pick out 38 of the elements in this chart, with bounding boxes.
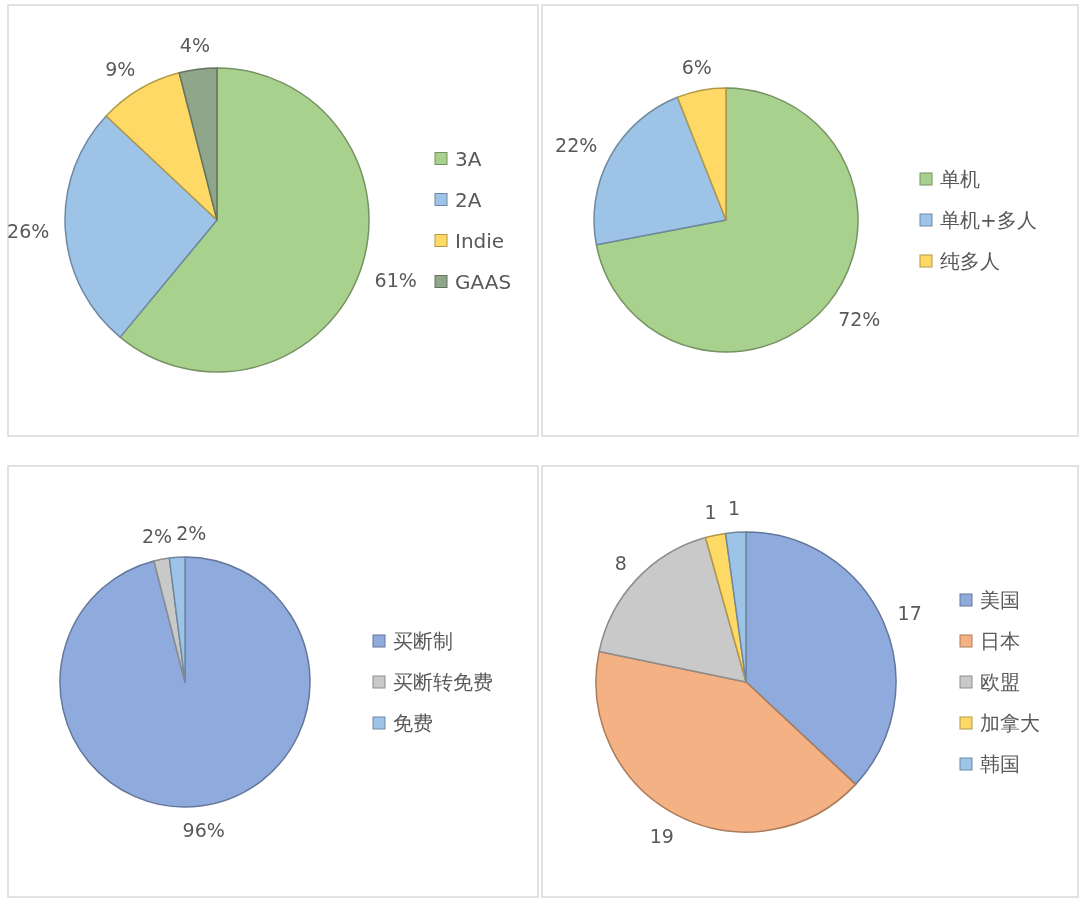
data-label: 17 (897, 601, 922, 624)
data-label: 96% (182, 818, 225, 841)
data-label: 1 (704, 500, 717, 523)
data-label: 22% (555, 133, 598, 156)
data-label: 2% (176, 522, 207, 545)
legend-label: 买断制 (393, 629, 453, 653)
data-label: 61% (374, 268, 417, 291)
data-label: 26% (7, 220, 50, 243)
pie-slice (59, 556, 311, 808)
pie-slice (178, 67, 218, 221)
legend-label: 2A (455, 187, 482, 212)
legend-label: 免费 (393, 711, 433, 735)
legend-label: 单机 (940, 167, 980, 191)
legend-label: 美国 (980, 588, 1020, 612)
legend-label: 纯多人 (940, 249, 1000, 273)
legend-label: 欧盟 (980, 670, 1020, 694)
data-label: 8 (614, 552, 627, 575)
pie-slice (676, 87, 727, 221)
data-label: 6% (681, 55, 712, 78)
legend-label: 买断转免费 (393, 670, 493, 694)
data-label: 19 (649, 825, 674, 848)
data-label: 4% (179, 34, 211, 57)
legend-label: 3A (455, 146, 482, 171)
legend-label: 加拿大 (980, 711, 1040, 735)
data-label: 72% (838, 308, 881, 331)
pie-slice (64, 115, 218, 338)
data-label: 9% (105, 57, 136, 80)
pie-slice (168, 556, 186, 683)
legend-label: Indie (455, 228, 505, 253)
pie-slice (745, 531, 897, 786)
pie-slice (724, 531, 747, 683)
data-label: 1 (728, 497, 741, 520)
legend-label: GAAS (455, 269, 512, 294)
legend-label: 韩国 (980, 752, 1020, 776)
legend-label: 日本 (980, 629, 1020, 653)
legend-label: 单机+多人 (940, 208, 1037, 232)
pie-slice (598, 536, 747, 683)
data-label: 2% (142, 524, 173, 547)
